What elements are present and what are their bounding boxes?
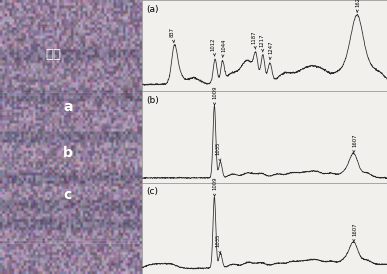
Text: 1247: 1247: [268, 41, 273, 60]
Text: 1035: 1035: [215, 142, 221, 161]
Text: b: b: [63, 146, 73, 161]
Text: 1607: 1607: [352, 222, 357, 242]
Text: 1009: 1009: [213, 85, 218, 105]
Text: 1187: 1187: [252, 30, 257, 49]
Text: (b): (b): [146, 96, 159, 105]
Text: 奶酪: 奶酪: [46, 48, 62, 61]
Text: 837: 837: [170, 27, 175, 43]
Text: 1044: 1044: [221, 39, 226, 58]
Text: (c): (c): [146, 187, 158, 196]
Text: 1621: 1621: [355, 0, 360, 13]
Text: 1035: 1035: [215, 234, 221, 253]
Text: 1607: 1607: [352, 133, 357, 153]
Text: c: c: [64, 187, 72, 202]
Text: (a): (a): [146, 5, 159, 14]
Text: 1009: 1009: [213, 177, 218, 196]
Text: 1217: 1217: [260, 33, 265, 52]
Text: 1012: 1012: [211, 37, 216, 56]
Text: a: a: [63, 100, 72, 114]
